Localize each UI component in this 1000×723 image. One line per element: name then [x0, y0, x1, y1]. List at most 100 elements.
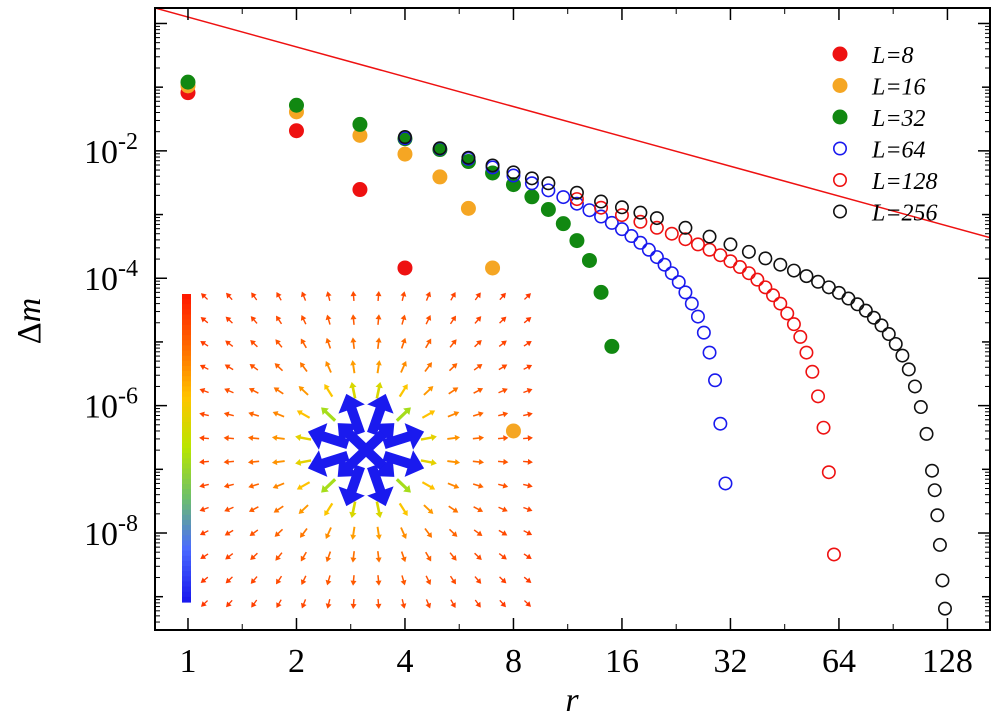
- data-point: [633, 214, 648, 229]
- vector-arrow-head: [525, 601, 532, 607]
- vector-arrow-head: [275, 578, 282, 585]
- data-point: [524, 171, 539, 186]
- vector-arrow: [300, 575, 307, 585]
- colorbar-segment: [182, 412, 191, 418]
- vector-arrow-head: [350, 557, 357, 563]
- vector-arrow-head: [475, 601, 481, 608]
- vector-arrow: [400, 314, 407, 325]
- vector-arrow: [425, 575, 432, 585]
- vector-arrow: [349, 501, 357, 519]
- vector-arrow-head: [223, 482, 230, 489]
- vector-arrow: [423, 504, 434, 515]
- colorbar-segment: [182, 335, 191, 341]
- inset-vector-field: [182, 291, 533, 609]
- vector-arrow: [473, 506, 484, 513]
- vector-arrow: [325, 291, 332, 302]
- vector-arrow: [225, 316, 233, 324]
- vector-arrow: [450, 599, 456, 609]
- vector-arrow: [375, 501, 383, 519]
- vector-arrow: [325, 360, 332, 373]
- vector-arrow: [375, 360, 382, 374]
- vector-arrow: [250, 576, 258, 584]
- x-tick-label: 16: [605, 643, 639, 680]
- vector-arrow: [349, 381, 357, 399]
- vector-arrow-shaft: [351, 501, 357, 515]
- vector-arrow-head: [249, 363, 256, 370]
- data-point: [799, 345, 814, 360]
- vector-arrow-head: [501, 506, 508, 513]
- colorbar-segment: [182, 545, 191, 552]
- vector-arrow-shaft: [298, 435, 312, 441]
- vector-arrow-head: [403, 485, 411, 493]
- vector-arrow-shaft: [299, 411, 311, 419]
- vector-arrow-head: [425, 602, 432, 609]
- vector-arrow: [325, 527, 332, 540]
- vector-arrow-shaft: [395, 408, 410, 422]
- vector-arrow-head: [350, 603, 357, 609]
- vector-arrow: [421, 410, 436, 419]
- vector-arrow-head: [400, 337, 407, 344]
- vector-arrow: [425, 291, 432, 301]
- vector-arrow-head: [475, 316, 482, 322]
- vector-arrow-head: [275, 315, 282, 322]
- colorbar-segment: [182, 494, 191, 500]
- colorbar-segment: [182, 504, 191, 511]
- vector-arrow: [523, 340, 532, 347]
- vector-arrow-head: [503, 458, 509, 465]
- series-l-32: [180, 74, 620, 354]
- vector-arrow-head: [450, 291, 456, 298]
- vector-arrow-head: [271, 434, 278, 441]
- vector-arrow-head: [271, 459, 278, 466]
- vector-arrow: [300, 551, 307, 562]
- vector-arrow: [367, 464, 394, 507]
- legend-marker: [832, 78, 848, 93]
- vector-arrow-head: [200, 577, 207, 583]
- vector-arrow-head: [224, 530, 231, 536]
- vector-arrow-head: [525, 577, 532, 583]
- vector-arrow-head: [525, 317, 532, 323]
- vector-arrow-head: [426, 555, 432, 562]
- vector-arrow: [307, 423, 350, 450]
- vector-arrow-head: [502, 411, 509, 418]
- vector-arrow: [225, 340, 234, 347]
- data-point: [780, 306, 795, 321]
- vector-arrow: [249, 529, 259, 537]
- legend-marker: [832, 109, 848, 125]
- vector-arrow: [250, 339, 258, 348]
- vector-arrow-shaft: [398, 386, 407, 398]
- vector-arrow-head: [503, 435, 509, 442]
- vector-arrow-head: [276, 291, 282, 298]
- vector-arrow-head: [225, 316, 232, 323]
- colorbar-segment: [182, 381, 191, 387]
- legend-marker: [832, 204, 847, 219]
- vector-arrow-head: [526, 506, 533, 512]
- vector-arrow-head: [226, 292, 232, 299]
- data-point: [913, 400, 928, 415]
- colorbar-segment: [182, 329, 191, 336]
- vector-arrow: [472, 411, 484, 418]
- colorbar-segment: [182, 530, 191, 536]
- vector-arrow-shaft: [421, 481, 433, 489]
- data-point: [826, 547, 841, 562]
- vector-arrow: [247, 458, 260, 465]
- colorbar-segment: [182, 550, 191, 557]
- colorbar-segment: [182, 401, 191, 408]
- data-point: [460, 154, 476, 170]
- colorbar-segment: [182, 453, 191, 459]
- data-point: [690, 309, 705, 324]
- vector-arrow-head: [426, 338, 432, 345]
- colorbar-segment: [182, 299, 191, 305]
- vector-arrow-head: [375, 314, 382, 320]
- vector-arrow: [325, 551, 332, 563]
- vector-arrow: [523, 576, 532, 583]
- vector-arrow: [367, 393, 394, 436]
- vector-arrow: [199, 530, 209, 536]
- legend-label: L=64: [871, 138, 926, 164]
- colorbar-segment: [182, 566, 191, 572]
- data-point: [397, 260, 413, 276]
- vector-arrow-shaft: [398, 502, 407, 514]
- vector-arrow-head: [248, 506, 255, 513]
- vector-arrow-shaft: [325, 386, 334, 398]
- vector-arrow-head: [527, 482, 533, 489]
- legend-marker: [832, 173, 847, 188]
